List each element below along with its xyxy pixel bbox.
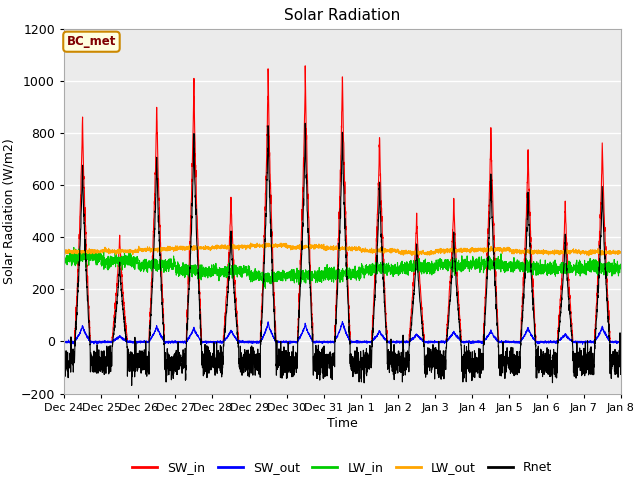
SW_in: [616, 338, 624, 344]
SW_in: [301, 63, 309, 69]
LW_in: [436, 258, 444, 264]
LW_in: [617, 262, 625, 268]
LW_out: [585, 253, 593, 259]
SW_out: [160, 338, 168, 344]
LW_out: [60, 249, 68, 254]
LW_out: [322, 245, 330, 251]
Rnet: [499, 339, 507, 345]
Line: LW_in: LW_in: [64, 248, 621, 288]
SW_in: [436, 338, 444, 344]
Line: SW_in: SW_in: [64, 66, 621, 341]
Rnet: [301, 120, 309, 126]
Rnet: [617, 349, 625, 355]
SW_out: [616, 339, 624, 345]
LW_in: [499, 261, 507, 266]
SW_out: [339, 319, 346, 324]
Legend: SW_in, SW_out, LW_in, LW_out, Rnet: SW_in, SW_out, LW_in, LW_out, Rnet: [127, 456, 557, 480]
SW_in: [60, 338, 68, 344]
LW_in: [616, 264, 624, 269]
LW_out: [467, 247, 475, 253]
Rnet: [436, 376, 444, 382]
LW_in: [322, 275, 330, 280]
Line: Rnet: Rnet: [64, 123, 621, 385]
LW_out: [616, 250, 624, 256]
SW_in: [499, 338, 507, 344]
LW_in: [70, 245, 77, 251]
SW_out: [60, 339, 68, 345]
LW_out: [262, 240, 270, 246]
LW_out: [617, 249, 625, 255]
Y-axis label: Solar Radiation (W/m2): Solar Radiation (W/m2): [2, 138, 15, 284]
X-axis label: Time: Time: [327, 417, 358, 430]
Title: Solar Radiation: Solar Radiation: [284, 9, 401, 24]
LW_in: [161, 261, 168, 267]
Line: SW_out: SW_out: [64, 322, 621, 344]
Rnet: [60, 360, 68, 365]
Rnet: [322, 369, 330, 374]
SW_out: [617, 339, 625, 345]
LW_out: [436, 250, 444, 256]
SW_out: [322, 339, 330, 345]
SW_out: [579, 341, 586, 347]
Text: BC_met: BC_met: [67, 35, 116, 48]
Rnet: [161, 340, 168, 346]
Line: LW_out: LW_out: [64, 243, 621, 256]
Rnet: [468, 369, 476, 375]
LW_out: [499, 246, 507, 252]
SW_in: [160, 333, 168, 338]
Rnet: [128, 383, 136, 388]
SW_in: [467, 338, 475, 344]
LW_in: [468, 266, 476, 272]
LW_in: [60, 255, 68, 261]
SW_in: [322, 338, 330, 344]
SW_out: [467, 341, 475, 347]
LW_out: [160, 245, 168, 251]
SW_in: [617, 338, 625, 344]
SW_out: [499, 340, 507, 346]
SW_out: [436, 339, 444, 345]
Rnet: [616, 356, 624, 361]
LW_in: [262, 286, 269, 291]
